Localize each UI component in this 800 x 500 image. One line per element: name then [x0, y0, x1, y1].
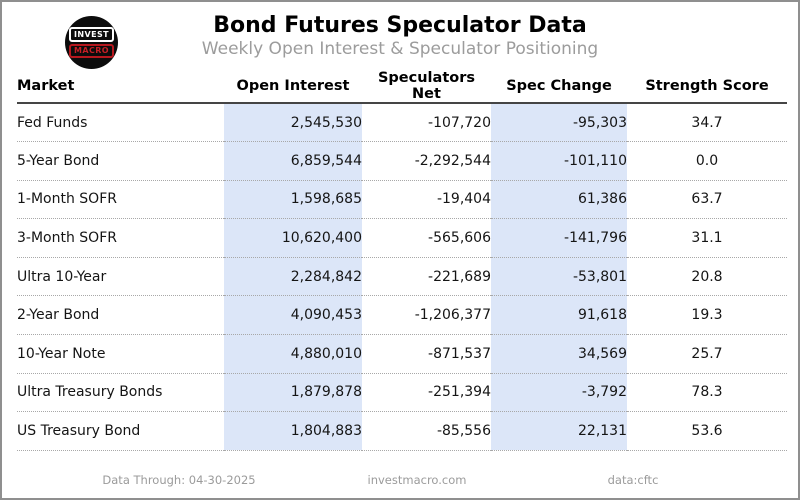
cell-speculators-net: -85,556 [362, 411, 491, 451]
cell-open-interest: 1,598,685 [224, 180, 362, 220]
cell-strength-score: 34.7 [627, 103, 787, 143]
cell-market: 3-Month SOFR [17, 218, 224, 258]
cell-spec-change: 91,618 [491, 295, 627, 336]
cell-market: Ultra Treasury Bonds [17, 373, 224, 413]
table-row: Ultra Treasury Bonds 1,879,878 -251,394 … [17, 373, 787, 413]
cell-market: 2-Year Bond [17, 295, 224, 336]
cell-open-interest: 4,880,010 [224, 334, 362, 374]
cell-strength-score: 31.1 [627, 218, 787, 258]
table-row: Ultra 10-Year 2,284,842 -221,689 -53,801… [17, 257, 787, 297]
cell-spec-change: 22,131 [491, 411, 627, 451]
cell-strength-score: 19.3 [627, 295, 787, 336]
col-header-market: Market [17, 70, 224, 104]
cell-open-interest: 1,879,878 [224, 373, 362, 413]
cell-open-interest: 1,804,883 [224, 411, 362, 451]
col-header-strength-score: Strength Score [627, 70, 787, 104]
cell-open-interest: 4,090,453 [224, 295, 362, 336]
cell-strength-score: 63.7 [627, 180, 787, 220]
cell-spec-change: 61,386 [491, 180, 627, 220]
page-subtitle: Weekly Open Interest & Speculator Positi… [201, 39, 599, 59]
cell-spec-change: 34,569 [491, 334, 627, 374]
table-row: 2-Year Bond 4,090,453 -1,206,377 91,618 … [17, 295, 787, 336]
cell-strength-score: 0.0 [627, 141, 787, 181]
speculator-table: Market Open Interest Speculators Net Spe… [17, 70, 787, 451]
cell-speculators-net: -1,206,377 [362, 295, 491, 336]
cell-strength-score: 78.3 [627, 373, 787, 413]
page-title: Bond Futures Speculator Data [213, 13, 587, 38]
cell-speculators-net: -251,394 [362, 373, 491, 413]
table-row: Fed Funds 2,545,530 -107,720 -95,303 34.… [17, 103, 787, 143]
table-row: 10-Year Note 4,880,010 -871,537 34,569 2… [17, 334, 787, 374]
cell-spec-change: -53,801 [491, 257, 627, 297]
table-row: 5-Year Bond 6,859,544 -2,292,544 -101,11… [17, 141, 787, 181]
footer-data-source: data:cftc [607, 473, 659, 487]
cell-market: Ultra 10-Year [17, 257, 224, 297]
table-header-row: Market Open Interest Speculators Net Spe… [17, 70, 787, 104]
cell-speculators-net: -2,292,544 [362, 141, 491, 181]
col-header-speculators-net: Speculators Net [362, 70, 491, 104]
cell-speculators-net: -107,720 [362, 103, 491, 143]
col-header-spec-change: Spec Change [491, 70, 627, 104]
cell-spec-change: -101,110 [491, 141, 627, 181]
cell-spec-change: -141,796 [491, 218, 627, 258]
table-row: US Treasury Bond 1,804,883 -85,556 22,13… [17, 411, 787, 451]
cell-market: 10-Year Note [17, 334, 224, 374]
cell-market: 1-Month SOFR [17, 180, 224, 220]
cell-open-interest: 2,284,842 [224, 257, 362, 297]
cell-open-interest: 6,859,544 [224, 141, 362, 181]
footer-site: investmacro.com [367, 473, 467, 487]
cell-speculators-net: -19,404 [362, 180, 491, 220]
cell-strength-score: 25.7 [627, 334, 787, 374]
cell-market: Fed Funds [17, 103, 224, 143]
logo-macro-label: MACRO [69, 44, 114, 58]
cell-speculators-net: -221,689 [362, 257, 491, 297]
cell-market: 5-Year Bond [17, 141, 224, 181]
cell-speculators-net: -565,606 [362, 218, 491, 258]
col-header-open-interest: Open Interest [224, 70, 362, 104]
cell-spec-change: -95,303 [491, 103, 627, 143]
investmacro-logo: INVEST MACRO [65, 16, 118, 69]
cell-strength-score: 53.6 [627, 411, 787, 451]
cell-strength-score: 20.8 [627, 257, 787, 297]
logo-invest-label: INVEST [69, 27, 114, 42]
table-row: 1-Month SOFR 1,598,685 -19,404 61,386 63… [17, 180, 787, 220]
cell-speculators-net: -871,537 [362, 334, 491, 374]
cell-open-interest: 10,620,400 [224, 218, 362, 258]
cell-market: US Treasury Bond [17, 411, 224, 451]
table-row: 3-Month SOFR 10,620,400 -565,606 -141,79… [17, 218, 787, 258]
cell-spec-change: -3,792 [491, 373, 627, 413]
footer-data-through: Data Through: 04-30-2025 [102, 473, 256, 487]
cell-open-interest: 2,545,530 [224, 103, 362, 143]
